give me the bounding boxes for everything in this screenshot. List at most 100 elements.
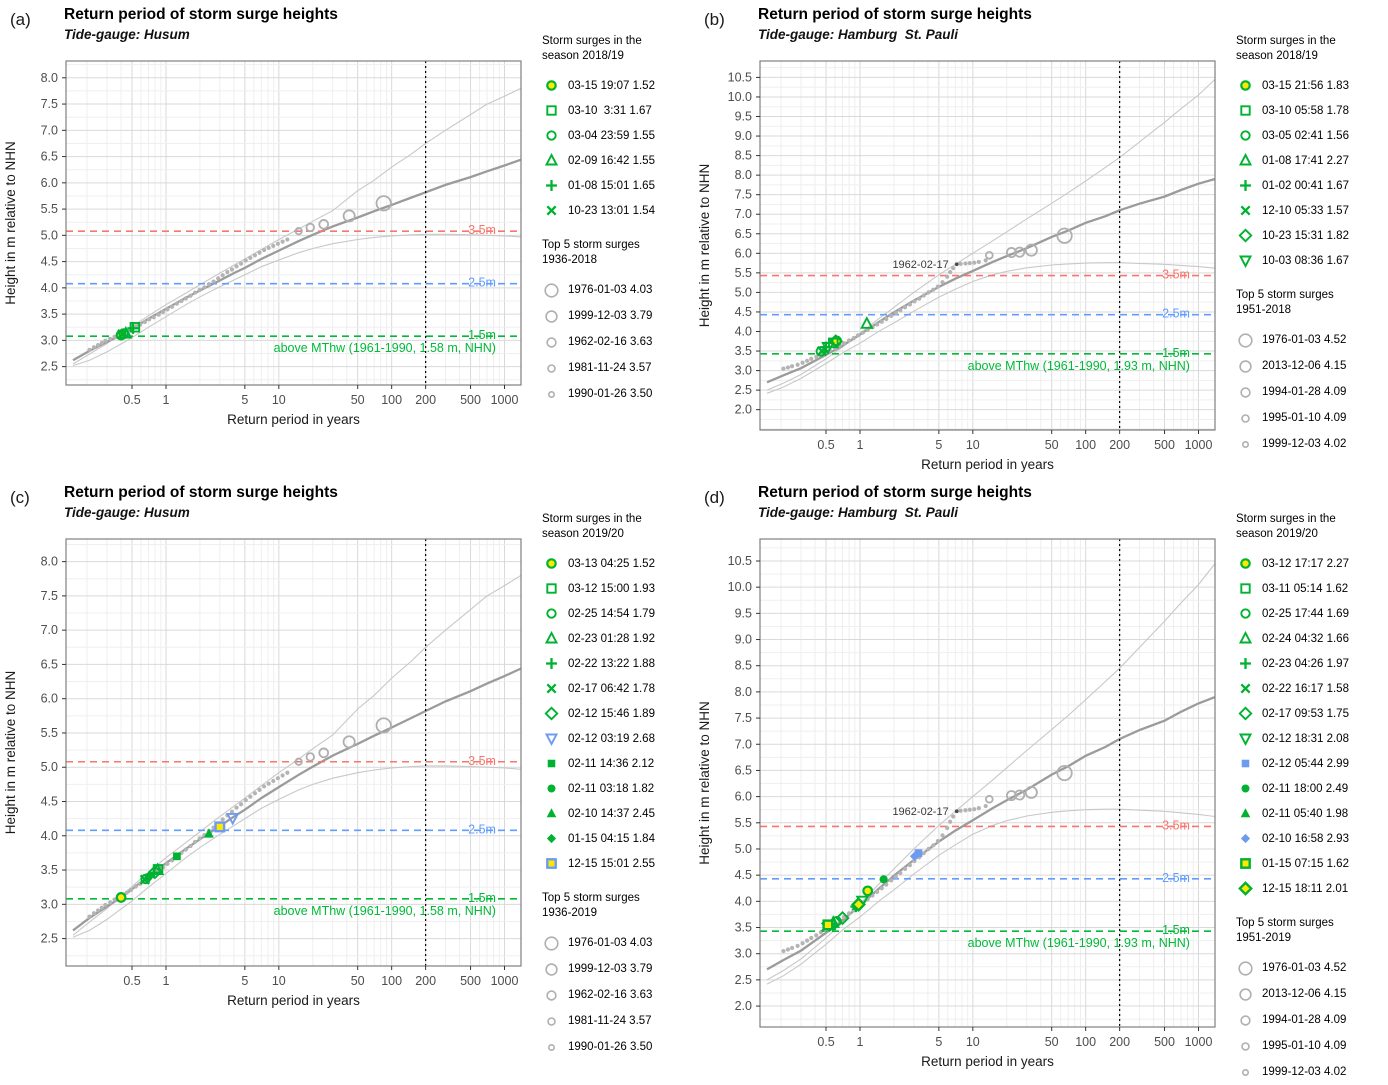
top5-point bbox=[375, 195, 392, 212]
y-tick-label: 2.5 bbox=[735, 973, 752, 987]
legend-item-label: 1990-01-26 3.50 bbox=[568, 388, 653, 400]
legend-item-label: 03-13 04:25 1.52 bbox=[568, 557, 655, 570]
y-tick-label: 8.0 bbox=[735, 685, 752, 699]
history-point bbox=[875, 322, 880, 327]
legend-item-label: 1990-01-26 3.50 bbox=[568, 1041, 653, 1053]
square-solid-icon bbox=[1241, 759, 1250, 768]
history-point bbox=[128, 887, 134, 893]
history-point bbox=[865, 327, 870, 333]
plus-icon bbox=[546, 658, 557, 669]
y-tick-label: 4.5 bbox=[41, 255, 58, 269]
history-point bbox=[252, 791, 258, 796]
legend-top5-item: 2013-12-06 4.15 bbox=[1236, 353, 1386, 379]
history-point bbox=[948, 819, 953, 824]
top5-circle-icon bbox=[546, 989, 557, 1001]
panel-c-title: Return period of storm surge heights bbox=[64, 484, 338, 501]
y-tick-label: 3.5 bbox=[735, 344, 752, 358]
top5-point bbox=[1005, 790, 1017, 802]
legend-item-label: 1995-01-10 4.09 bbox=[1262, 1040, 1347, 1052]
history-point bbox=[112, 897, 117, 902]
legend-b-season-items: 03-15 21:56 1.83 03-10 05:58 1.78 03-05 02… bbox=[1236, 73, 1386, 273]
legend-item-label: 02-23 04:26 1.97 bbox=[1262, 657, 1349, 670]
y-tick-label: 10.5 bbox=[728, 554, 752, 568]
top5-point bbox=[318, 219, 330, 230]
legend-season-item: 03-11 05:14 1.62 bbox=[1236, 576, 1386, 601]
history-point bbox=[124, 890, 129, 895]
circle-open-icon bbox=[546, 608, 557, 619]
circle-fill-icon bbox=[546, 80, 557, 91]
history-point bbox=[889, 878, 894, 883]
legend-item-label: 02-25 17:44 1.69 bbox=[1262, 607, 1349, 620]
y-tick-label: 3.0 bbox=[41, 897, 58, 911]
y-tick-label: 8.0 bbox=[41, 71, 58, 85]
y-tick-label: 5.5 bbox=[735, 266, 752, 280]
legend-season-item: 01-02 00:41 1.67 bbox=[1236, 173, 1386, 198]
history-point bbox=[95, 908, 101, 913]
history-point bbox=[99, 340, 104, 346]
diamond-solid-icon bbox=[1240, 833, 1251, 844]
top5-circle-icon bbox=[1242, 440, 1250, 448]
history-point bbox=[169, 858, 175, 863]
circle-fill-icon bbox=[546, 80, 557, 91]
x-tick-label: 1 bbox=[163, 974, 170, 988]
legend-item-label: 02-22 13:22 1.88 bbox=[568, 657, 655, 670]
x-tick-label: 5 bbox=[935, 1035, 942, 1049]
x-tick-label: 200 bbox=[1109, 438, 1130, 452]
triangle-down-open-icon bbox=[1238, 255, 1253, 269]
plus-icon bbox=[1240, 180, 1251, 191]
history-point bbox=[238, 261, 244, 266]
panel-d: (d) Return period of storm surge heights… bbox=[694, 478, 1388, 1078]
legend-top5-item: 1995-01-10 4.09 bbox=[1236, 405, 1386, 431]
x-icon bbox=[546, 683, 557, 694]
history-point bbox=[285, 237, 290, 242]
history-point bbox=[963, 808, 968, 813]
legend-season-item: 01-08 15:01 1.65 bbox=[542, 173, 692, 198]
top5-point bbox=[305, 752, 315, 762]
legend-season-item: 02-11 05:40 1.98 bbox=[1236, 801, 1386, 826]
history-point bbox=[926, 290, 931, 295]
top5-circle-icon bbox=[547, 1016, 556, 1026]
history-point bbox=[271, 778, 276, 784]
legend-season-item: 02-17 06:42 1.78 bbox=[542, 676, 692, 701]
legend-c-top5-title: Top 5 storm surges 1936-2019 bbox=[542, 892, 640, 919]
x-tick-label: 1000 bbox=[1185, 1035, 1213, 1049]
legend-item-label: 02-25 14:54 1.79 bbox=[568, 607, 655, 620]
legend-item-label: 1976-01-03 4.52 bbox=[1262, 334, 1347, 346]
x-axis-title: Return period in years bbox=[227, 412, 360, 427]
legend-item-label: 03-10 3:31 1.67 bbox=[568, 104, 652, 117]
top5-point bbox=[1024, 243, 1038, 257]
history-point bbox=[795, 943, 800, 948]
x-tick-label: 500 bbox=[1154, 438, 1175, 452]
ref-line-label: 2.5m bbox=[468, 822, 496, 836]
x-tick-label: 50 bbox=[351, 974, 365, 988]
history-point bbox=[252, 253, 258, 258]
panel-b-tag: (b) bbox=[704, 10, 725, 29]
legend-item-label: 03-04 23:59 1.55 bbox=[568, 129, 655, 142]
top5-circle-icon bbox=[1238, 960, 1253, 976]
legend-item-label: 03-12 17:17 2.27 bbox=[1262, 557, 1349, 570]
history-point bbox=[805, 358, 810, 363]
legend-top5-item: 1962-02-16 3.63 bbox=[542, 982, 692, 1008]
panel-d-tag: (d) bbox=[704, 488, 725, 507]
legend-season-item: 02-11 03:18 1.82 bbox=[542, 776, 692, 801]
y-axis-title: Height in m relative to NHN bbox=[3, 141, 18, 305]
legend-season-item: 02-23 01:28 1.92 bbox=[542, 626, 692, 651]
history-point bbox=[967, 260, 972, 266]
y-tick-label: 7.0 bbox=[41, 623, 58, 637]
top5-circle-icon bbox=[1241, 1041, 1250, 1051]
circle-solid-icon bbox=[547, 784, 556, 793]
x-axis-title: Return period in years bbox=[227, 993, 360, 1008]
panel-a-title: Return period of storm surge heights bbox=[64, 6, 338, 23]
x-tick-label: 10 bbox=[966, 1035, 980, 1049]
top5-point bbox=[1056, 227, 1073, 244]
history-point bbox=[907, 302, 913, 307]
y-tick-label: 6.0 bbox=[41, 176, 58, 190]
diamond-open-icon bbox=[1238, 706, 1253, 721]
history-point bbox=[257, 250, 262, 255]
season-point-square-solid bbox=[173, 852, 181, 861]
triangle-down-open-icon bbox=[1238, 733, 1253, 747]
history-point bbox=[112, 334, 117, 339]
history-point bbox=[202, 285, 207, 290]
y-tick-label: 4.5 bbox=[735, 868, 752, 882]
